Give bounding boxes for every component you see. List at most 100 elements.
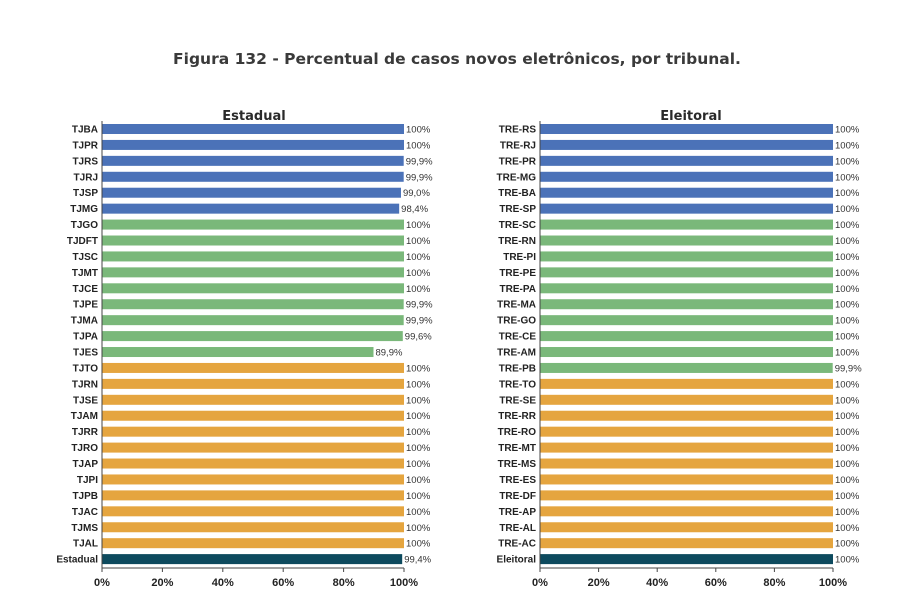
eleitoral-category-label: TRE-PI <box>503 252 536 263</box>
eleitoral-category-label: TRE-MS <box>498 459 537 470</box>
eleitoral-value-label: 100% <box>835 539 860 550</box>
estadual-bar-tjrs <box>102 155 404 166</box>
estadual-category-label: TJTO <box>73 363 99 374</box>
eleitoral-bar-tre-sc <box>540 219 833 230</box>
estadual-category-label: TJRR <box>72 427 99 438</box>
estadual-value-label: 99,9% <box>406 172 433 183</box>
eleitoral-x-tick-label: 60% <box>705 577 727 589</box>
estadual-category-label: TJDFT <box>67 236 98 247</box>
estadual-value-label: 89,9% <box>375 348 402 359</box>
eleitoral-value-label: 100% <box>835 555 860 566</box>
estadual-bar-tjgo <box>102 219 404 230</box>
estadual-bar-tjmg <box>102 203 400 214</box>
estadual-value-label: 100% <box>406 379 431 390</box>
estadual-category-label: TJGO <box>71 220 98 231</box>
eleitoral-x-tick-label: 20% <box>588 577 610 589</box>
eleitoral-category-label: TRE-BA <box>498 188 536 199</box>
eleitoral-category-label: TRE-AP <box>499 507 537 518</box>
eleitoral-value-label: 100% <box>835 236 860 247</box>
eleitoral-bar-eleitoral <box>540 554 833 565</box>
eleitoral-value-label: 100% <box>835 348 860 359</box>
eleitoral-bar-tre-ms <box>540 458 833 469</box>
estadual-category-label: TJPE <box>73 300 98 311</box>
eleitoral-bar-tre-pr <box>540 155 833 166</box>
estadual-category-label: TJRN <box>72 379 98 390</box>
eleitoral-bar-tre-rs <box>540 124 833 134</box>
eleitoral-value-label: 100% <box>835 252 860 263</box>
eleitoral-category-label: TRE-MT <box>498 443 536 454</box>
eleitoral-bar-tre-ac <box>540 538 833 549</box>
eleitoral-x-tick-label: 100% <box>819 577 847 589</box>
eleitoral-category-label: TRE-SP <box>499 204 536 215</box>
eleitoral-category-label: TRE-ES <box>499 475 536 486</box>
estadual-category-label: TJRS <box>72 156 98 167</box>
eleitoral-bar-tre-ce <box>540 331 833 342</box>
estadual-category-label: TJAL <box>73 539 98 550</box>
eleitoral-value-label: 100% <box>835 188 860 199</box>
estadual-category-label: TJPB <box>72 491 98 502</box>
eleitoral-bar-tre-mt <box>540 442 833 453</box>
estadual-value-label: 100% <box>406 475 431 486</box>
estadual-value-label: 100% <box>406 411 431 422</box>
eleitoral-bar-tre-pb <box>540 362 833 373</box>
estadual-category-label: TJPA <box>73 332 98 343</box>
estadual-category-label: TJPR <box>72 140 98 151</box>
eleitoral-bar-tre-al <box>540 522 833 533</box>
estadual-bar-tjrj <box>102 171 404 182</box>
eleitoral-x-tick-label: 40% <box>646 577 668 589</box>
estadual-category-label: TJCE <box>72 284 98 295</box>
estadual-value-label: 98,4% <box>401 204 428 215</box>
estadual-value-label: 100% <box>406 220 431 231</box>
estadual-bar-tjpi <box>102 474 404 485</box>
eleitoral-value-label: 100% <box>835 140 860 151</box>
eleitoral-category-label: TRE-CE <box>499 332 537 343</box>
estadual-category-label: TJSE <box>73 395 98 406</box>
estadual-x-tick-label: 0% <box>94 577 110 589</box>
eleitoral-category-label: TRE-GO <box>497 316 536 327</box>
estadual-bar-tjsp <box>102 187 401 198</box>
eleitoral-value-label: 100% <box>835 411 860 422</box>
eleitoral-category-label: TRE-PB <box>499 363 536 374</box>
eleitoral-bar-tre-rr <box>540 410 833 421</box>
estadual-value-label: 100% <box>406 507 431 518</box>
eleitoral-bar-tre-ma <box>540 299 833 310</box>
estadual-value-label: 100% <box>406 459 431 470</box>
eleitoral-value-label: 100% <box>835 172 860 183</box>
estadual-category-label: TJMG <box>70 204 98 215</box>
estadual-category-label: TJPI <box>77 475 98 486</box>
eleitoral-bar-tre-to <box>540 378 833 389</box>
eleitoral-value-label: 100% <box>835 491 860 502</box>
estadual-panel-title: Estadual <box>222 109 285 124</box>
eleitoral-category-label: TRE-MG <box>497 172 537 183</box>
estadual-category-label: TJMA <box>71 316 98 327</box>
estadual-category-label: TJBA <box>72 125 98 136</box>
eleitoral-x-tick-label: 0% <box>532 577 548 589</box>
estadual-bar-tjam <box>102 410 404 421</box>
estadual-bar-tjal <box>102 538 404 549</box>
eleitoral-category-label: TRE-RR <box>498 411 537 422</box>
estadual-bar-tjpa <box>102 331 403 342</box>
estadual-x-tick-label: 40% <box>212 577 234 589</box>
eleitoral-bar-tre-rn <box>540 235 833 246</box>
estadual-value-label: 100% <box>406 523 431 534</box>
estadual-bar-tjrn <box>102 378 404 389</box>
estadual-value-label: 99,9% <box>406 156 433 167</box>
estadual-bar-tjes <box>102 347 374 358</box>
estadual-category-label: TJAC <box>72 507 98 518</box>
estadual-category-label: TJMS <box>71 523 98 534</box>
eleitoral-value-label: 100% <box>835 475 860 486</box>
eleitoral-value-label: 100% <box>835 204 860 215</box>
eleitoral-value-label: 100% <box>835 443 860 454</box>
estadual-category-label: TJES <box>73 348 98 359</box>
eleitoral-value-label: 100% <box>835 220 860 231</box>
eleitoral-value-label: 100% <box>835 300 860 311</box>
estadual-value-label: 100% <box>406 125 431 136</box>
estadual-x-tick-label: 60% <box>272 577 294 589</box>
eleitoral-category-label: TRE-AM <box>497 348 536 359</box>
estadual-bar-tjap <box>102 458 404 469</box>
eleitoral-category-label: TRE-PR <box>499 156 537 167</box>
eleitoral-value-label: 100% <box>835 379 860 390</box>
eleitoral-value-label: 99,9% <box>835 363 862 374</box>
estadual-bar-tjac <box>102 506 404 517</box>
